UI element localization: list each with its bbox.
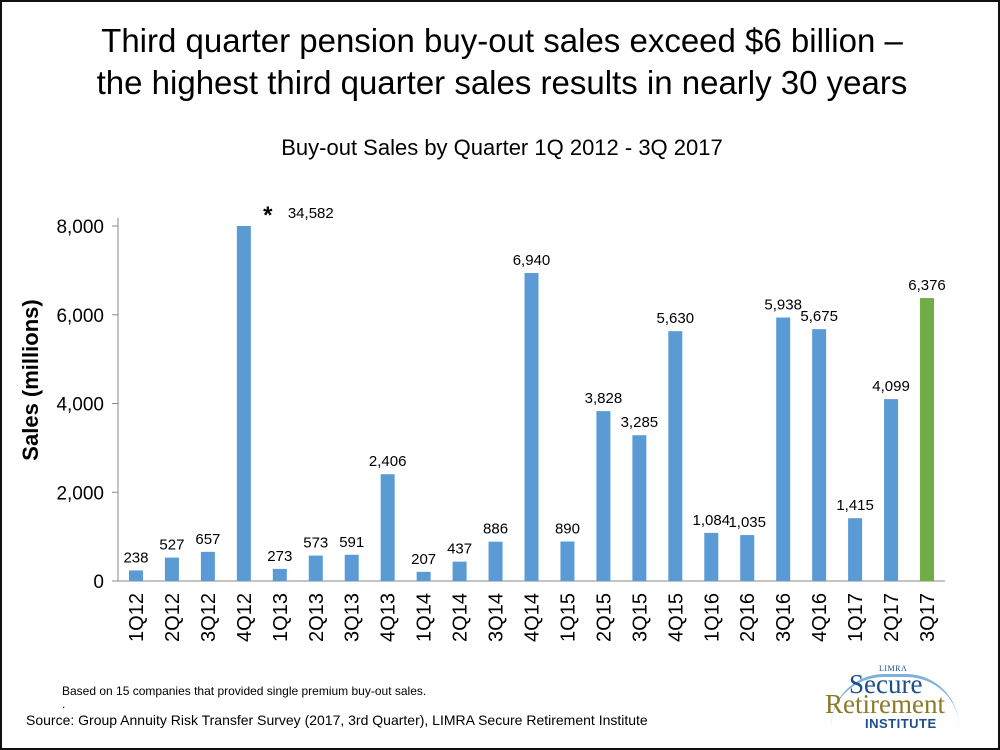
x-tick-label-1Q17: 1Q17 — [845, 593, 867, 642]
bar-2Q16 — [740, 535, 755, 581]
y-tick-label: 2,000 — [56, 483, 104, 504]
logo-institute-text: INSTITUTE — [865, 716, 937, 731]
x-tick-label-3Q17: 3Q17 — [917, 593, 939, 642]
y-tick-label: 0 — [93, 572, 104, 593]
x-tick-label-4Q15: 4Q15 — [665, 593, 687, 642]
headline: Third quarter pension buy-out sales exce… — [2, 20, 1000, 104]
y-tick-label: 6,000 — [56, 306, 104, 327]
value-label-4Q16: 5,675 — [800, 308, 838, 325]
x-tick-label-3Q12: 3Q12 — [198, 593, 220, 642]
value-label-3Q14: 886 — [483, 521, 508, 538]
logo-limra-text: LIMRA — [879, 664, 908, 673]
x-tick-label-3Q13: 3Q13 — [342, 593, 364, 642]
x-tick-label-2Q14: 2Q14 — [450, 593, 472, 642]
logo-swoosh-icon — [831, 674, 959, 727]
value-label-3Q13: 591 — [339, 534, 364, 551]
bar-1Q15 — [560, 541, 575, 581]
x-tick-label-2Q13: 2Q13 — [306, 593, 328, 642]
source-note: Source: Group Annuity Risk Transfer Surv… — [26, 712, 648, 728]
bar-3Q12 — [200, 551, 215, 581]
value-label-1Q16: 1,084 — [693, 512, 731, 529]
x-tick-label-1Q15: 1Q15 — [557, 593, 579, 642]
bar-3Q15 — [632, 435, 647, 581]
logo-secure-text: Secure — [849, 669, 923, 699]
value-label-4Q12: 34,582 — [288, 205, 334, 222]
value-label-2Q16: 1,035 — [728, 514, 766, 531]
x-tick-label-1Q13: 1Q13 — [270, 593, 292, 642]
value-label-2Q15: 3,828 — [585, 390, 623, 407]
value-label-1Q13: 273 — [267, 548, 292, 565]
y-tick-label: 4,000 — [56, 395, 104, 416]
value-label-4Q13: 2,406 — [369, 453, 407, 470]
bar-1Q17 — [848, 518, 863, 581]
limra-sri-logo: LIMRA Secure Retirement INSTITUTE — [825, 664, 965, 734]
x-tick-label-4Q14: 4Q14 — [522, 593, 544, 642]
bar-1Q14 — [416, 571, 431, 581]
value-label-2Q14: 437 — [447, 541, 472, 558]
value-label-1Q14: 207 — [411, 551, 436, 568]
value-label-3Q16: 5,938 — [764, 297, 802, 314]
y-tick-label: 8,000 — [56, 217, 104, 238]
bar-2Q12 — [164, 557, 179, 581]
bar-3Q13 — [344, 554, 359, 581]
bar-4Q15 — [668, 331, 683, 581]
value-label-2Q17: 4,099 — [872, 378, 910, 395]
x-tick-label-1Q14: 1Q14 — [414, 593, 436, 642]
x-tick-label-1Q16: 1Q16 — [701, 593, 723, 642]
headline-line-1: Third quarter pension buy-out sales exce… — [101, 22, 903, 59]
value-label-1Q17: 1,415 — [836, 497, 874, 514]
bar-3Q14 — [488, 541, 503, 581]
value-label-2Q12: 527 — [159, 537, 184, 554]
bar-3Q17 — [920, 298, 935, 581]
chart-x-tick-labels: 1Q12 2Q12 3Q12 4Q12 1Q13 2Q13 3Q13 4Q13 1Q14 2Q14… — [126, 593, 939, 642]
x-tick-label-2Q15: 2Q15 — [593, 593, 615, 642]
x-tick-label-4Q13: 4Q13 — [378, 593, 400, 642]
truncated-bar-marker: * — [263, 202, 273, 229]
bar-4Q12 — [236, 226, 251, 581]
x-tick-label-4Q12: 4Q12 — [234, 593, 256, 642]
chart-bars — [128, 226, 935, 581]
footnote: Based on 15 companies that provided sing… — [62, 684, 427, 698]
bar-4Q13 — [380, 474, 395, 581]
value-label-4Q15: 5,630 — [657, 310, 695, 327]
value-label-1Q12: 238 — [123, 549, 148, 566]
bar-1Q13 — [272, 568, 287, 581]
value-label-1Q15: 890 — [555, 521, 580, 538]
x-tick-label-3Q15: 3Q15 — [629, 593, 651, 642]
bar-3Q16 — [776, 317, 791, 581]
bar-2Q17 — [884, 399, 899, 581]
value-label-3Q15: 3,285 — [621, 414, 659, 431]
x-tick-label-3Q16: 3Q16 — [773, 593, 795, 642]
logo-retirement-text: Retirement — [825, 689, 945, 719]
chart-title: Buy-out Sales by Quarter 1Q 2012 - 3Q 20… — [281, 135, 723, 160]
x-tick-label-2Q12: 2Q12 — [162, 593, 184, 642]
bar-4Q16 — [812, 329, 827, 581]
bar-1Q16 — [704, 532, 719, 581]
bar-2Q15 — [596, 411, 611, 581]
headline-line-2: the highest third quarter sales results … — [96, 64, 908, 101]
bar-2Q13 — [308, 555, 323, 581]
footnote-mark: . — [62, 697, 66, 711]
value-label-3Q17: 6,376 — [908, 277, 946, 294]
x-tick-label-1Q12: 1Q12 — [126, 593, 148, 642]
y-axis-label: Sales (millions) — [18, 299, 43, 460]
x-tick-label-2Q16: 2Q16 — [737, 593, 759, 642]
x-tick-label-3Q14: 3Q14 — [486, 593, 508, 642]
value-label-2Q13: 573 — [303, 535, 328, 552]
bar-1Q12 — [128, 570, 143, 581]
bar-4Q14 — [524, 273, 539, 581]
bar-2Q14 — [452, 561, 467, 581]
x-tick-label-2Q17: 2Q17 — [881, 593, 903, 642]
chart-axes: 0 2,000 4,000 6,000 8,000 — [56, 217, 945, 593]
value-label-4Q14: 6,940 — [513, 252, 551, 269]
chart-value-labels: 238 527 657 * 34,582 273 573 591 2,406 207 437 886 6… — [123, 202, 945, 568]
value-label-3Q12: 657 — [195, 531, 220, 548]
x-tick-label-4Q16: 4Q16 — [809, 593, 831, 642]
